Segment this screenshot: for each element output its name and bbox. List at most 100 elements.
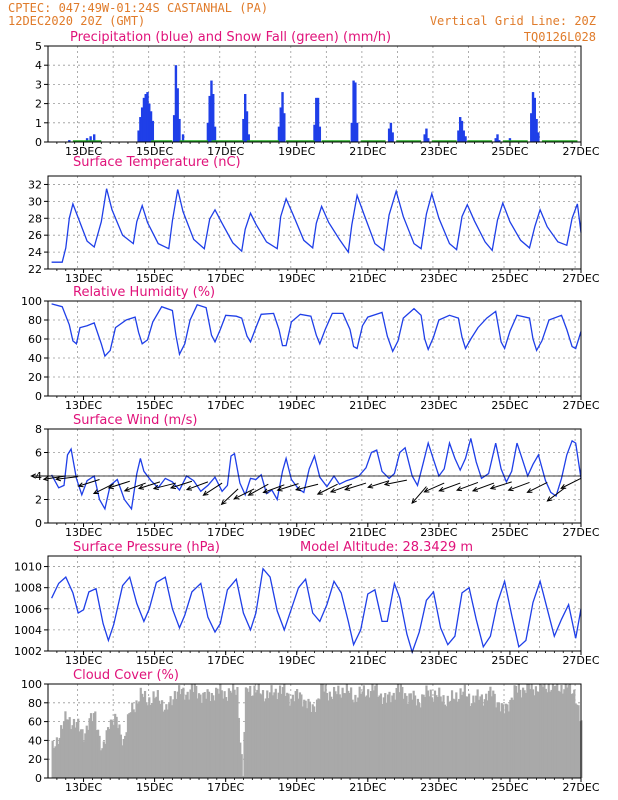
precip-xtick-label: 15DEC — [136, 145, 173, 158]
cloud-bar — [357, 697, 360, 778]
cloud-bar — [126, 714, 130, 778]
humidity-ytick-label: 40 — [28, 352, 42, 365]
cloud-bar — [77, 718, 80, 778]
cloud-bar — [445, 706, 448, 778]
wind-arrow-head — [247, 490, 254, 496]
cloud-bar — [483, 699, 486, 778]
wind-arrow — [138, 481, 161, 489]
pressure-xtick-label: 23DEC — [420, 654, 457, 667]
wind-panel: 0 2 4 6 8 13DEC 15DEC 17DEC 19DEC 21DEC 23DEC 25DEC… — [30, 423, 600, 539]
cloud-bar — [172, 699, 175, 778]
cloud-bar — [522, 687, 525, 778]
cloud-bar — [276, 699, 279, 778]
precip-bar — [391, 132, 394, 142]
wind-arrow — [424, 482, 445, 493]
temperature-ytick-label: 24 — [28, 246, 42, 259]
cloud-bar — [502, 704, 505, 778]
wind-arrow-head — [383, 481, 390, 487]
cloud-bar — [359, 693, 363, 778]
cloud-bar — [421, 694, 424, 778]
cloud-bar — [529, 689, 532, 778]
precip-bar — [140, 107, 144, 142]
wind-arrow-head — [560, 483, 567, 489]
wind-arrow-head — [526, 488, 533, 493]
cloud-bar — [141, 693, 144, 778]
cloud-bar — [489, 686, 492, 778]
cloud-bar — [308, 701, 312, 778]
precip-bar — [462, 130, 465, 142]
cloud-bar — [325, 693, 329, 778]
cloud-bar — [536, 691, 539, 778]
cloud-bar — [398, 692, 401, 778]
temperature-xtick-label: 25DEC — [491, 272, 528, 285]
wind-arrow-head — [423, 487, 430, 493]
cloud-bar — [119, 734, 122, 778]
cloud-bar — [566, 687, 569, 778]
pressure-xtick-label: 17DEC — [207, 654, 244, 667]
cloud-bar — [351, 699, 354, 778]
wind-xtick-label: 27DEC — [562, 526, 599, 539]
wind-arrow-head — [77, 482, 84, 488]
cloud-bar — [65, 719, 68, 778]
cloud-bar — [455, 692, 458, 778]
cloud-bar — [462, 691, 465, 778]
humidity-xtick-label: 23DEC — [420, 399, 457, 412]
cloud-bar — [311, 704, 314, 778]
cloud-bar — [256, 689, 259, 778]
temperature-xtick-label: 21DEC — [349, 272, 386, 285]
cloud-bar — [205, 698, 208, 778]
cloud-bar — [122, 738, 125, 778]
cloud-bar — [567, 684, 570, 778]
cloud-bar — [274, 688, 277, 778]
temperature-line — [51, 188, 582, 263]
cloud-bar — [196, 698, 199, 778]
cloud-bar — [270, 685, 273, 778]
cloud-bar — [527, 684, 530, 778]
cloud-bar — [345, 684, 348, 778]
cloud-bar — [84, 733, 87, 778]
cloud-bar — [540, 684, 543, 778]
cloud-bar — [116, 728, 120, 778]
cloud-bar — [188, 699, 191, 778]
cloud-bar — [151, 702, 154, 778]
wind-arrow — [186, 481, 209, 491]
cloud-bar — [482, 705, 485, 778]
precip-bar — [178, 118, 181, 142]
precip-bar — [181, 134, 185, 142]
cloud-bar — [108, 728, 111, 778]
cloud-bar — [480, 694, 483, 778]
cloud-bar — [315, 699, 319, 778]
cloud-bar — [391, 695, 394, 778]
cloud-bar — [153, 698, 157, 778]
cloud-bar — [436, 696, 439, 778]
temperature-title: Surface Temperature (nC) — [73, 155, 241, 170]
precip-xtick-label: 25DEC — [491, 145, 528, 158]
cloud-xtick-label: 19DEC — [278, 781, 315, 794]
cloud-bar — [506, 704, 509, 778]
cloud-bar — [115, 716, 118, 778]
humidity-ytick-label: 0 — [35, 390, 42, 403]
cloud-bar — [354, 694, 357, 778]
precip-bar — [318, 126, 322, 142]
wind-arrow-head — [294, 486, 302, 492]
cloud-bar — [533, 695, 536, 778]
precip-xtick-label: 23DEC — [420, 145, 457, 158]
precip-bar — [494, 138, 497, 142]
precip-ytick-label: 2 — [35, 98, 42, 111]
wind-arrow — [330, 483, 352, 493]
cloud-bar — [422, 694, 425, 778]
cloud-bar — [104, 743, 107, 778]
cloud-bar — [112, 725, 115, 778]
humidity-xtick-label: 15DEC — [136, 399, 173, 412]
cloud-bar — [260, 694, 263, 778]
wind-arrow — [508, 481, 530, 491]
cloud-bar — [149, 704, 152, 778]
cloud-bar — [320, 684, 323, 778]
cloud-bar — [561, 693, 565, 778]
cloud-bar — [143, 690, 147, 778]
cloud-bar — [209, 701, 212, 778]
cloud-bar — [460, 694, 464, 778]
cloud-bar — [364, 696, 367, 778]
pressure-xtick-label: 15DEC — [136, 654, 173, 667]
cloud-bar — [244, 687, 248, 778]
